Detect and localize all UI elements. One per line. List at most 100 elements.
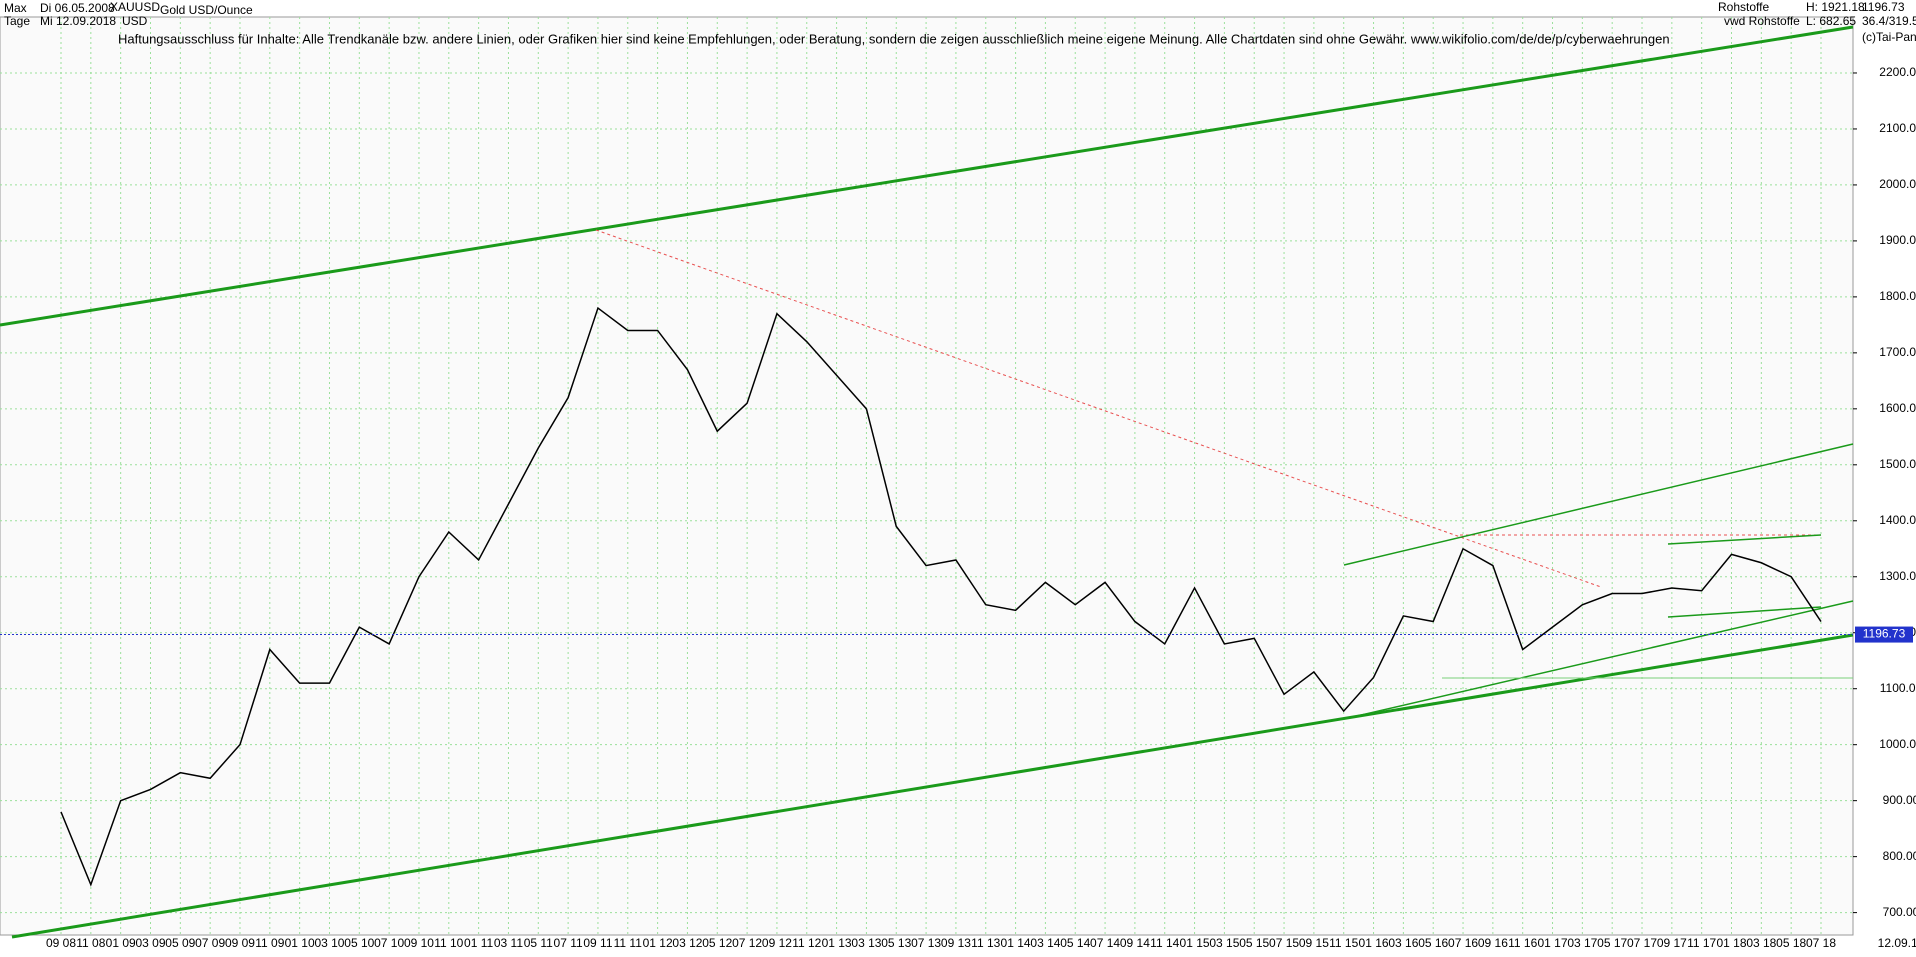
current-price-box <box>1855 626 1913 643</box>
x-tick-label: 11 12 <box>792 936 821 950</box>
x-tick-label: 09 14 <box>1120 936 1150 950</box>
x-tick-label: 05 09 <box>165 936 195 950</box>
y-tick-label: 2000.00 <box>1879 177 1916 191</box>
y-tick-label: 800.00 <box>1883 849 1916 863</box>
x-tick-label: 09 17 <box>1657 936 1687 950</box>
x-tick-label: 03 11 <box>494 936 523 950</box>
x-tick-label: 07 16 <box>1448 936 1478 950</box>
header-info: 36.4/319.5 <box>1862 14 1916 28</box>
x-tick-label: 11 15 <box>1329 936 1358 950</box>
y-tick-label: 2100.00 <box>1879 121 1916 135</box>
x-tick-label: 09 15 <box>1299 936 1329 950</box>
x-tick-label: 09 11 <box>583 936 612 950</box>
x-tick-label: 03 09 <box>135 936 165 950</box>
price-line <box>60 306 1822 887</box>
x-tick-label: 01 15 <box>1180 936 1210 950</box>
x-tick-label: 01 17 <box>1538 936 1568 950</box>
y-tick-label: 1900.00 <box>1879 233 1916 247</box>
trendline <box>1667 534 1822 545</box>
trendline <box>11 633 1854 939</box>
y-tick-label: 1600.00 <box>1879 401 1916 415</box>
x-tick-label: 11 17 <box>1687 936 1716 950</box>
x-tick-label: 07 13 <box>911 936 941 950</box>
y-tick-label: 1300.00 <box>1879 569 1916 583</box>
header-group: Rohstoffe <box>1718 0 1769 14</box>
x-tick-label: 09 13 <box>941 936 971 950</box>
x-tick-label: 01 10 <box>285 936 315 950</box>
x-tick-label: 05 16 <box>1418 936 1448 950</box>
x-tick-label: 09 16 <box>1478 936 1508 950</box>
grid <box>0 17 1853 935</box>
header-currency: USD <box>122 14 148 28</box>
labels: 700.00800.00900.001000.001100.001200.001… <box>46 65 1916 950</box>
x-tick-label: 07 15 <box>1269 936 1299 950</box>
x-tick-label: 01 11 <box>464 936 493 950</box>
header-start: Di 06.05.2008 <box>40 1 115 15</box>
x-tick-label: 01 16 <box>1359 936 1389 950</box>
y-tick-label: 1500.00 <box>1879 457 1916 471</box>
y-tick-label: 1800.00 <box>1879 289 1916 303</box>
x-tick-label: 09 12 <box>762 936 792 950</box>
series-layer <box>0 306 1853 887</box>
header-high: H: 1921.18 <box>1806 0 1865 14</box>
x-tick-label: 07 17 <box>1627 936 1657 950</box>
y-tick-label: 700.00 <box>1883 905 1916 919</box>
x-tick-label: 05 13 <box>881 936 911 950</box>
x-tick-label: 03 13 <box>851 936 881 950</box>
x-tick-label: 05 15 <box>1239 936 1269 950</box>
x-tick-label: 03 12 <box>672 936 702 950</box>
x-tick-label: 07 14 <box>1090 936 1120 950</box>
trendlines <box>0 25 1854 939</box>
header-low: L: 682.65 <box>1806 14 1856 28</box>
x-tick-label: 07 09 <box>195 936 225 950</box>
x-tick-label: 11 14 <box>1150 936 1179 950</box>
trendline <box>1343 443 1854 566</box>
x-tick-label: 07 12 <box>732 936 762 950</box>
x-tick-label: 11 11 <box>614 936 643 950</box>
y-tick-label: 1000.00 <box>1879 737 1916 751</box>
y-tick-label: 1700.00 <box>1879 345 1916 359</box>
x-tick-label: 03 10 <box>314 936 344 950</box>
x-tick-label: 07 10 <box>374 936 404 950</box>
x-tick-label: 05 14 <box>1060 936 1090 950</box>
y-tick-label: 2200.00 <box>1879 65 1916 79</box>
y-tick-label: 900.00 <box>1883 793 1916 807</box>
header-last: 1196.73 <box>1862 0 1905 14</box>
x-tick-label: 09 08 <box>46 936 76 950</box>
x-tick-label: 01 14 <box>1001 936 1031 950</box>
x-tick-label: 03 14 <box>1030 936 1060 950</box>
header-source: vwd Rohstoffe <box>1724 14 1800 28</box>
header-range: Max <box>4 1 27 15</box>
x-tick-label: 01 18 <box>1716 936 1746 950</box>
x-tick-label: 07 11 <box>554 936 583 950</box>
x-tick-label: 07 18 <box>1806 936 1836 950</box>
x-tick-label: 11 08 <box>76 936 105 950</box>
header-period: Tage <box>4 14 30 28</box>
x-tick-label: 01 09 <box>106 936 136 950</box>
x-tick-label: 03 18 <box>1746 936 1776 950</box>
x-tick-label: 11 13 <box>971 936 1000 950</box>
x-end-label: 12.09.18 <box>1878 936 1916 950</box>
x-tick-label: 09 10 <box>404 936 434 950</box>
x-tick-label: 09 09 <box>225 936 255 950</box>
trendline <box>1667 606 1822 618</box>
x-tick-label: 11 16 <box>1508 936 1537 950</box>
header-symbol: XAUUSD <box>110 0 160 14</box>
current-price-label: 1196.73 <box>1863 627 1906 641</box>
annotation: Haftungsausschluss für Inhalte: Alle Tre… <box>118 31 1670 46</box>
trendline <box>1343 600 1854 720</box>
trendline <box>595 229 1602 588</box>
x-tick-label: 05 17 <box>1597 936 1627 950</box>
header-instrument: Gold USD/Ounce <box>160 3 253 17</box>
x-tick-label: 05 11 <box>524 936 553 950</box>
x-tick-label: 03 16 <box>1388 936 1418 950</box>
x-tick-label: 01 13 <box>822 936 852 950</box>
x-tick-label: 05 18 <box>1776 936 1806 950</box>
trendline <box>0 25 1854 327</box>
x-tick-label: 11 09 <box>255 936 284 950</box>
y-tick-label: 1400.00 <box>1879 513 1916 527</box>
x-tick-label: 01 12 <box>643 936 673 950</box>
x-tick-label: 03 15 <box>1209 936 1239 950</box>
